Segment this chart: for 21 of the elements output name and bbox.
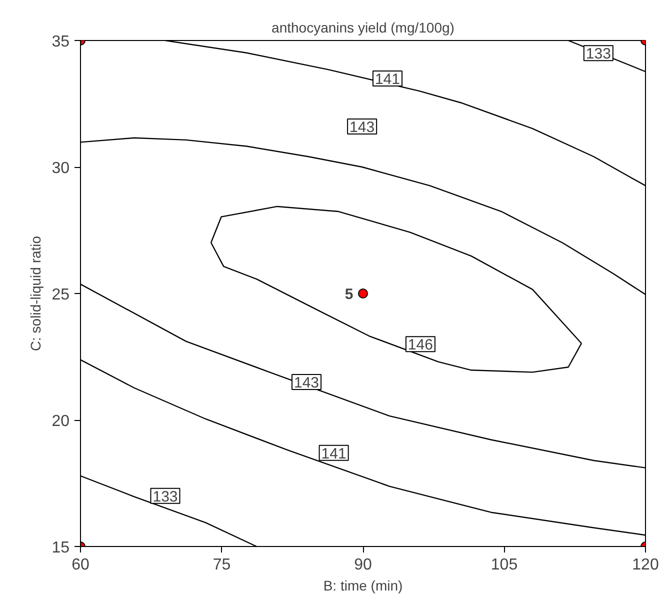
chart-title: anthocyanins yield (mg/100g) [272, 20, 454, 36]
y-tick-label: 35 [52, 34, 70, 50]
y-axis-title: C: solid-liquid ratio [28, 236, 44, 352]
x-tick-label: 90 [354, 556, 372, 574]
annotation: 133 [152, 488, 178, 506]
annotation: 133 [586, 46, 611, 63]
x-tick-label: 60 [72, 556, 90, 574]
y-tick-label: 25 [52, 286, 70, 304]
annotation: 143 [294, 374, 320, 392]
annotation: 141 [374, 70, 400, 88]
y-tick-label: 30 [52, 160, 70, 177]
y-tick-label: 20 [52, 413, 70, 430]
x-tick-label: 105 [490, 556, 518, 574]
x-tick-label: 120 [632, 556, 659, 574]
series-label: 5 [344, 286, 354, 303]
annotation: 143 [350, 119, 375, 136]
x-tick-label: 75 [212, 556, 231, 574]
annotation: 146 [408, 336, 433, 354]
y-tick-label: 15 [52, 540, 70, 556]
x-axis-title: B: time (min) [323, 578, 403, 594]
annotation: 141 [321, 445, 346, 462]
